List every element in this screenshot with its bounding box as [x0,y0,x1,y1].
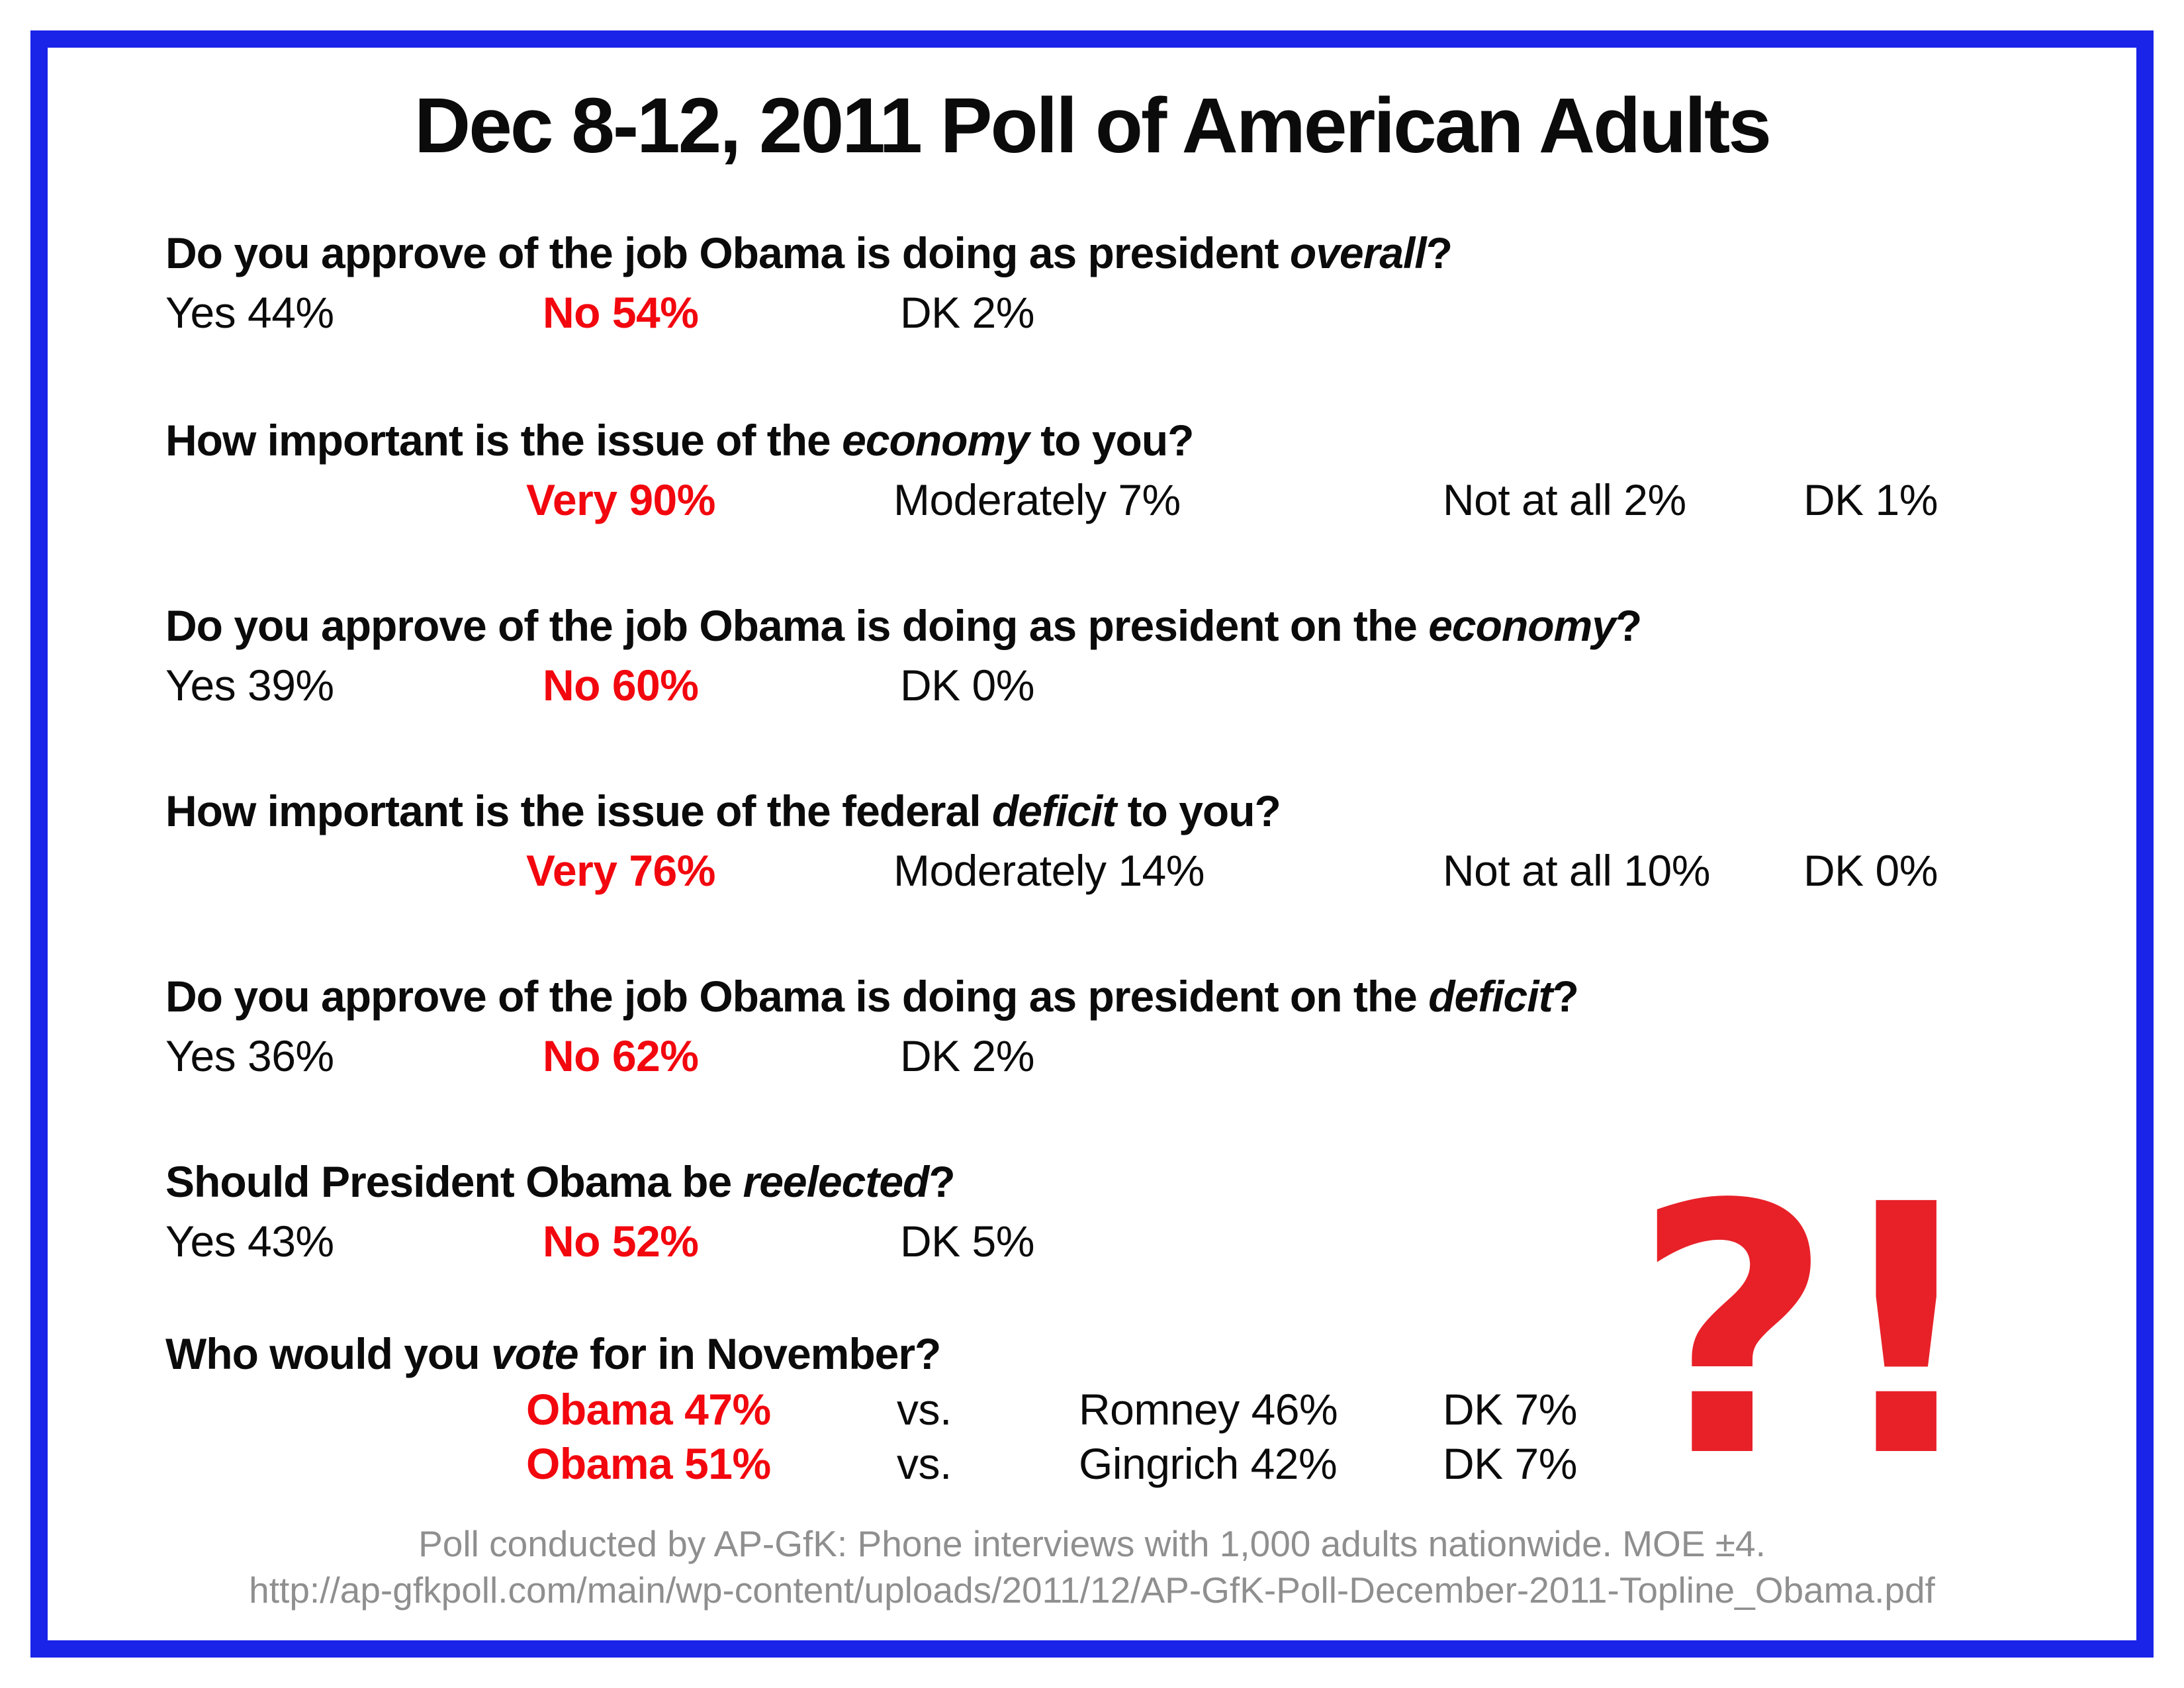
answer-moderately: Moderately 14% [893,846,1205,895]
answer-no: No 60% [543,661,699,710]
answer-dk: DK 7% [1443,1385,1577,1434]
answer-dk: DK 2% [900,1031,1034,1080]
question-punctuation: to you? [1028,416,1194,465]
question-text: How important is the issue of the [165,416,842,465]
question-punctuation: ? [1615,601,1642,650]
question-deficit-importance: How important is the issue of the federa… [165,786,1281,837]
question-emphasis: deficit [991,786,1116,835]
candidate-obama: Obama 47% [526,1385,771,1434]
candidate-romney: Romney 46% [1079,1385,1338,1434]
question-emphasis: vote [490,1329,579,1378]
vs-label: vs. [897,1439,952,1488]
answer-very: Very 90% [526,475,715,524]
question-text: Do you approve of the job Obama is doing… [165,601,1429,650]
question-punctuation: to you? [1116,786,1281,835]
question-punctuation: ? [929,1157,955,1206]
interrobang-graphic: ?! [1633,1131,1985,1532]
answer-no: No 62% [543,1031,699,1080]
question-punctuation: ? [1426,228,1453,277]
answer-no: No 52% [543,1217,699,1266]
question-emphasis: overall [1289,228,1427,277]
answer-moderately: Moderately 7% [893,475,1181,524]
answer-dk: DK 0% [900,661,1034,710]
question-text: Who would you [165,1329,491,1378]
answer-dk: DK 2% [900,288,1034,337]
question-text: Do you approve of the job Obama is doing… [165,972,1429,1021]
question-text: Should President Obama be [165,1157,743,1206]
vs-label: vs. [897,1385,952,1434]
question-text: How important is the issue of the federa… [165,786,992,835]
answer-not-at-all: Not at all 2% [1443,475,1686,524]
question-reelection: Should President Obama be reelected? [165,1157,956,1207]
answers-overall-approval: Yes 44% No 54% DK 2% [0,288,2184,346]
question-punctuation: for in November? [578,1329,941,1378]
matchup-romney-row: Obama 47% vs. Romney 46% DK 7% [0,1385,2184,1443]
page-title: Dec 8-12, 2011 Poll of American Adults [414,82,1772,169]
question-overall-approval: Do you approve of the job Obama is doing… [165,228,1453,279]
answer-dk: DK 7% [1443,1439,1577,1488]
answer-yes: Yes 44% [165,288,334,337]
footer-source-text: Poll conducted by AP-GfK: Phone intervie… [418,1523,1766,1564]
question-economy-importance: How important is the issue of the econom… [165,416,1194,466]
answer-yes: Yes 43% [165,1217,334,1266]
answers-reelection: Yes 43% No 52% DK 5% [0,1217,2184,1275]
question-emphasis: economy [842,416,1030,465]
answer-dk: DK 1% [1803,475,1938,524]
candidate-obama: Obama 51% [526,1439,771,1488]
answer-no: No 54% [543,288,699,337]
answer-dk: DK 5% [900,1217,1034,1266]
answer-very: Very 76% [526,846,715,895]
answers-economy-approval: Yes 39% No 60% DK 0% [0,661,2184,719]
question-emphasis: reelected [743,1157,930,1206]
footer-source-url: http://ap-gfkpoll.com/main/wp-content/up… [249,1570,1935,1611]
answer-yes: Yes 36% [165,1031,334,1080]
question-emphasis: economy [1428,601,1616,650]
question-punctuation: ? [1552,972,1579,1021]
answer-dk: DK 0% [1803,846,1938,895]
question-emphasis: deficit [1428,972,1553,1021]
answer-not-at-all: Not at all 10% [1443,846,1710,895]
question-november-vote: Who would you vote for in November? [165,1329,941,1380]
question-economy-approval: Do you approve of the job Obama is doing… [165,601,1642,651]
answers-deficit-importance: Very 76% Moderately 14% Not at all 10% D… [0,846,2184,904]
question-deficit-approval: Do you approve of the job Obama is doing… [165,972,1579,1022]
answers-deficit-approval: Yes 36% No 62% DK 2% [0,1031,2184,1090]
blue-border-frame [30,30,2154,1658]
question-text: Do you approve of the job Obama is doing… [165,228,1290,277]
candidate-gingrich: Gingrich 42% [1079,1439,1338,1488]
answers-economy-importance: Very 90% Moderately 7% Not at all 2% DK … [0,475,2184,534]
answer-yes: Yes 39% [165,661,334,710]
matchup-gingrich-row: Obama 51% vs. Gingrich 42% DK 7% [0,1439,2184,1497]
